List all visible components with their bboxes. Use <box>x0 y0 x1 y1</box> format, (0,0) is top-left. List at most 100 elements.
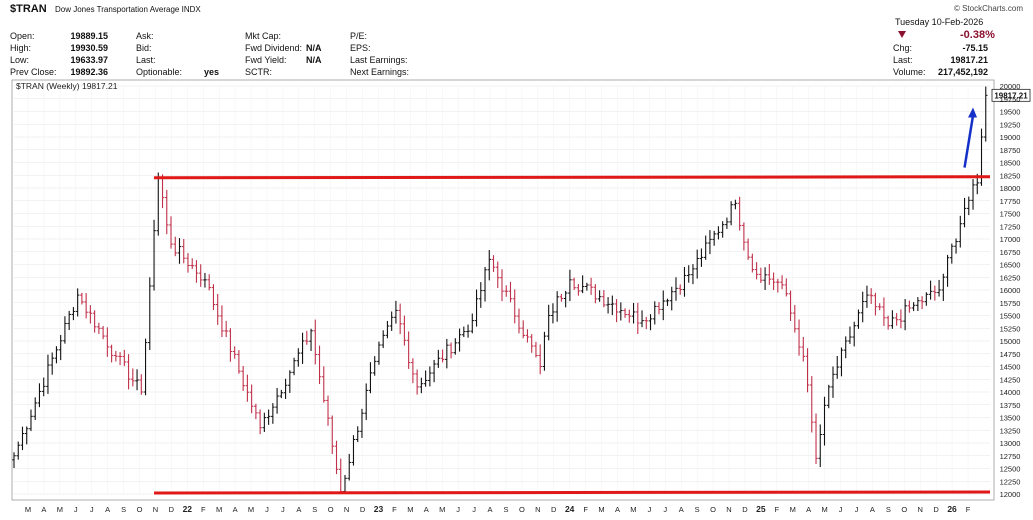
open-label: Open: <box>10 31 35 41</box>
x-tick-label: O <box>328 505 334 514</box>
y-tick-label: 12250 <box>1000 477 1021 486</box>
ohlc-bar <box>712 230 716 246</box>
ohlc-bar <box>682 266 687 297</box>
y-tick-label: 12000 <box>1000 490 1021 499</box>
ohlc-bar <box>237 350 241 374</box>
ohlc-bar <box>865 285 869 308</box>
ohlc-bar <box>950 243 954 264</box>
y-tick-label: 19750 <box>1000 95 1021 104</box>
ohlc-bar <box>635 302 640 334</box>
ohlc-bar <box>640 310 644 328</box>
ohlc-bar <box>474 289 479 327</box>
ohlc-bar <box>890 310 895 329</box>
last-price-label: Last: <box>893 55 913 65</box>
chg-label: Chg: <box>893 43 913 53</box>
ohlc-bar <box>941 273 946 301</box>
ohlc-bar <box>143 338 148 396</box>
ohlc-bar <box>415 369 419 395</box>
ohlc-bar <box>351 435 356 466</box>
x-tick-label: S <box>121 505 126 514</box>
ohlc-bar <box>835 355 840 379</box>
ohlc-bar <box>338 458 343 494</box>
ohlc-bar <box>708 230 712 255</box>
sctr-label: SCTR: <box>245 67 272 77</box>
ohlc-bar <box>271 403 275 424</box>
description-text: Dow Jones Transportation Average <box>55 5 180 14</box>
ohlc-bar <box>75 288 80 317</box>
x-tick-label: J <box>281 505 285 514</box>
chart-legend: $TRAN (Weekly) 19817.21 <box>16 81 118 91</box>
ohlc-bar <box>368 362 373 394</box>
y-tick-label: 20000 <box>1000 82 1021 91</box>
ohlc-bar <box>186 253 190 273</box>
ohlc-bar <box>449 342 453 359</box>
x-tick-label: A <box>806 505 811 514</box>
y-tick-label: 15750 <box>1000 299 1021 308</box>
ohlc-bar <box>20 426 25 451</box>
ohlc-bar <box>916 297 920 311</box>
arrow-head <box>968 107 978 118</box>
ohlc-bar <box>852 321 857 347</box>
ohlc-bar <box>568 269 572 302</box>
x-tick-label: M <box>598 505 604 514</box>
ohlc-bar <box>466 324 470 338</box>
ohlc-bar <box>504 285 509 297</box>
x-tick-label: O <box>519 505 525 514</box>
ohlc-bar <box>555 291 559 322</box>
y-tick-label: 14000 <box>1000 388 1021 397</box>
ohlc-bar <box>211 284 216 311</box>
ohlc-bar <box>903 299 907 331</box>
ohlc-bar <box>822 396 827 446</box>
ohlc-bar <box>97 322 101 334</box>
x-tick-label: J <box>265 505 269 514</box>
y-tick-label: 18250 <box>1000 171 1021 180</box>
ohlc-bar <box>470 313 475 334</box>
stockcharts-logo: © StockCharts.com <box>953 4 1023 13</box>
ohlc-bar <box>457 328 462 352</box>
ohlc-bar <box>780 275 784 290</box>
ohlc-bar <box>954 238 958 254</box>
y-tick-label: 16250 <box>1000 273 1021 282</box>
ohlc-bar <box>67 310 71 330</box>
ohlc-bar <box>41 377 46 397</box>
x-tick-label: 26 <box>947 504 957 514</box>
ohlc-bar <box>406 331 411 369</box>
ohlc-bar <box>173 236 178 257</box>
ohlc-bar <box>487 250 492 281</box>
ohlc-bar <box>33 397 38 421</box>
ohlc-bar <box>695 249 699 279</box>
ohlc-bar <box>114 350 118 362</box>
open-value: 19889.15 <box>70 31 108 41</box>
ohlc-bar <box>648 314 653 331</box>
ohlc-bar <box>491 255 496 272</box>
ohlc-bar <box>759 267 763 283</box>
y-tick-label: 13750 <box>1000 401 1021 410</box>
chg-value: -75.15 <box>962 43 988 53</box>
ohlc-bar <box>394 300 398 324</box>
pe-label: P/E: <box>350 31 368 41</box>
ohlc-bar <box>29 409 33 432</box>
x-tick-label: F <box>392 505 397 514</box>
ohlc-bar <box>623 308 627 318</box>
ohlc-bar <box>882 297 886 326</box>
y-tick-label: 13000 <box>1000 439 1021 448</box>
x-tick-label: J <box>472 505 476 514</box>
ohlc-bar <box>101 325 105 340</box>
ohlc-bar <box>669 286 674 311</box>
y-tick-label: 16500 <box>1000 261 1021 270</box>
ohlc-bar <box>602 290 606 308</box>
ticker-description: Dow Jones Transportation Average INDX <box>55 5 201 14</box>
arrow-shaft <box>963 115 975 168</box>
x-tick-label: 23 <box>374 504 384 514</box>
ohlc-bar <box>207 274 211 291</box>
ohlc-bar <box>453 338 458 355</box>
x-tick-label: M <box>407 505 413 514</box>
x-tick-label: A <box>296 505 301 514</box>
ohlc-bar <box>733 199 738 210</box>
ohlc-bar <box>462 326 466 338</box>
y-tick-label: 15000 <box>1000 337 1021 346</box>
ohlc-bar <box>937 279 941 297</box>
y-tick-label: 19500 <box>1000 108 1021 117</box>
ohlc-bar <box>703 235 708 260</box>
